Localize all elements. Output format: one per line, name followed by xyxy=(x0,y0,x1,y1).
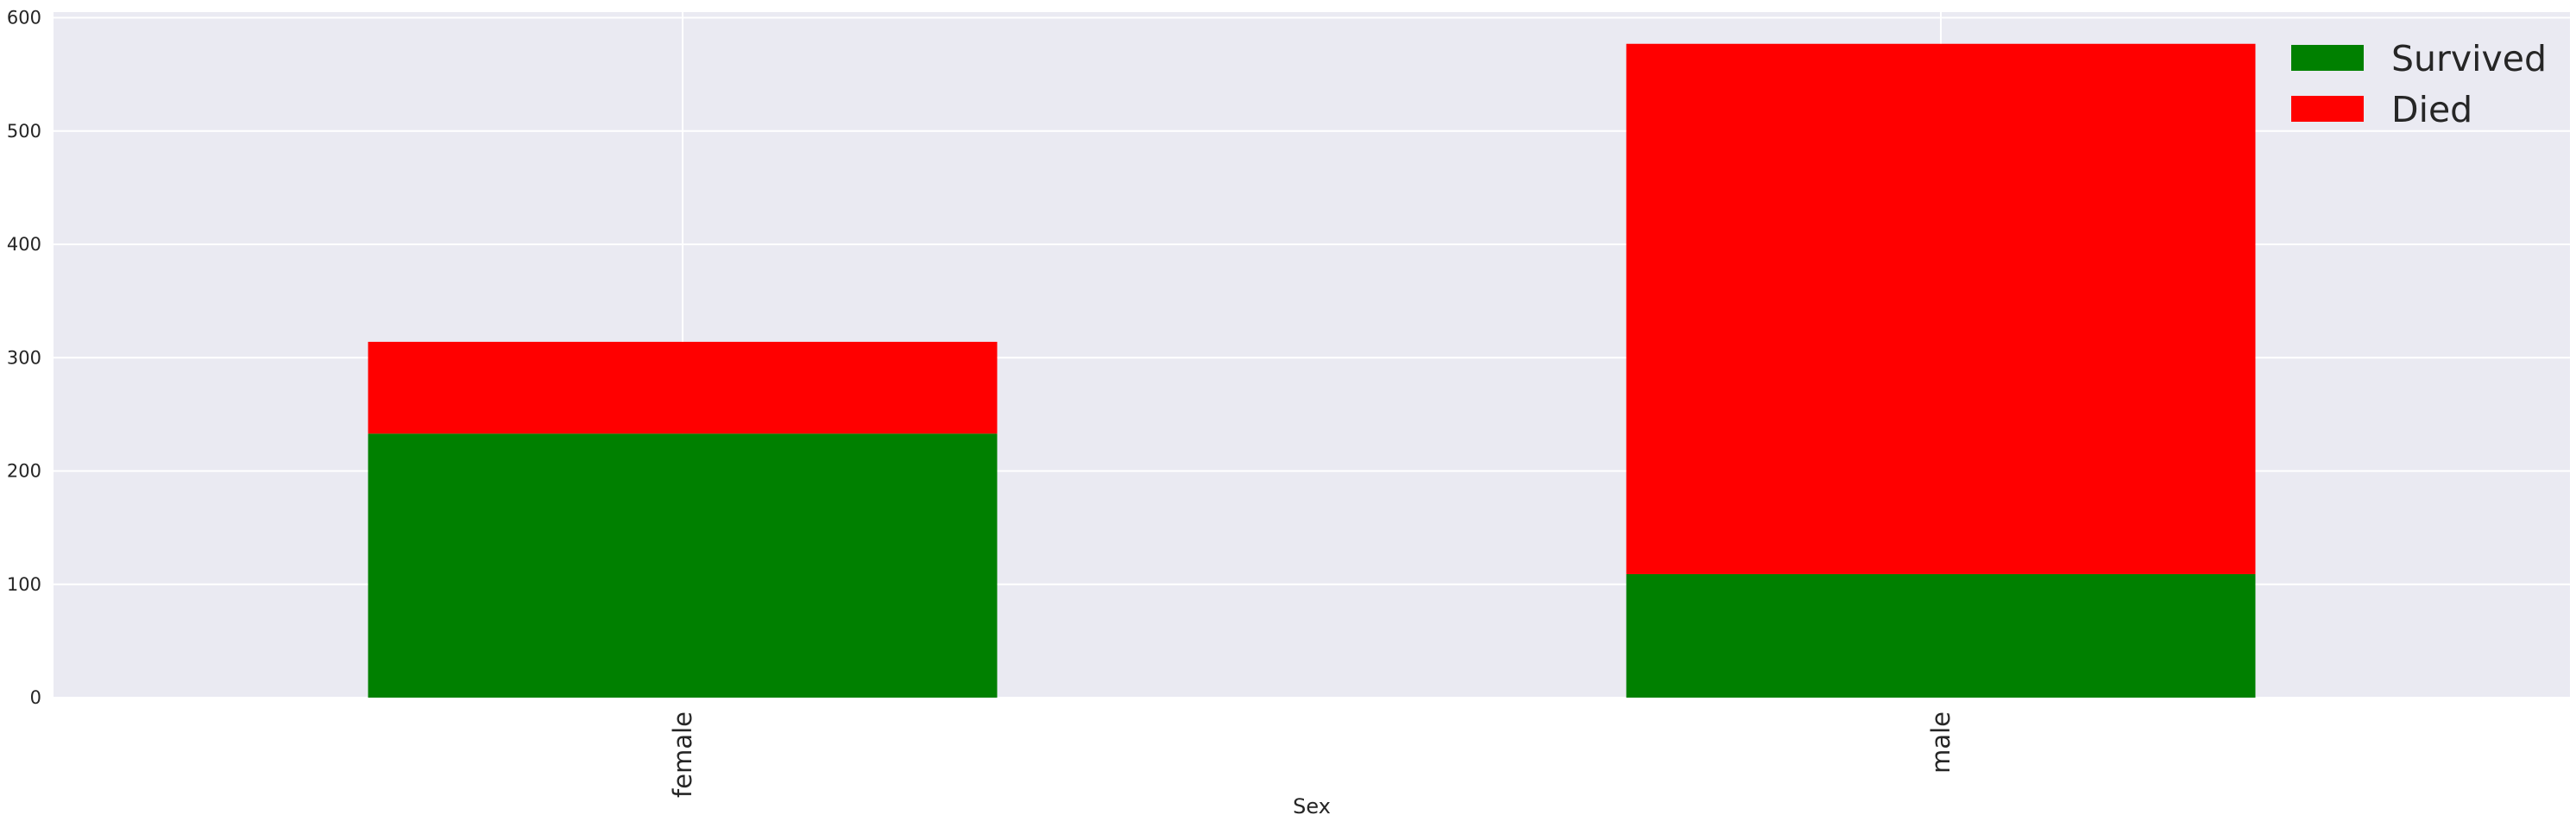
y-axis-ticks: 0 100 200 300 400 500 600 xyxy=(7,8,41,708)
y-tick-label: 100 xyxy=(7,574,41,595)
legend: Survived Died xyxy=(2291,38,2547,130)
y-tick-label: 200 xyxy=(7,461,41,482)
x-tick-label: female xyxy=(668,711,697,798)
y-tick-label: 600 xyxy=(7,8,41,28)
bar-died-male xyxy=(1626,43,2256,574)
bar-died-female xyxy=(368,341,998,434)
bar-survived-male xyxy=(1626,573,2256,698)
legend-swatch-survived xyxy=(2291,45,2364,71)
y-tick-label: 300 xyxy=(7,347,41,368)
bars xyxy=(368,43,2256,698)
legend-label-survived: Survived xyxy=(2391,38,2547,79)
y-tick-label: 0 xyxy=(30,687,41,708)
y-tick-label: 400 xyxy=(7,234,41,255)
legend-swatch-died xyxy=(2291,96,2364,122)
legend-label-died: Died xyxy=(2391,89,2472,130)
x-axis-ticks: female male xyxy=(668,711,1956,798)
y-tick-label: 500 xyxy=(7,121,41,142)
x-axis-label: Sex xyxy=(1293,794,1331,819)
x-tick-label: male xyxy=(1926,711,1956,774)
bar-survived-female xyxy=(368,433,998,698)
